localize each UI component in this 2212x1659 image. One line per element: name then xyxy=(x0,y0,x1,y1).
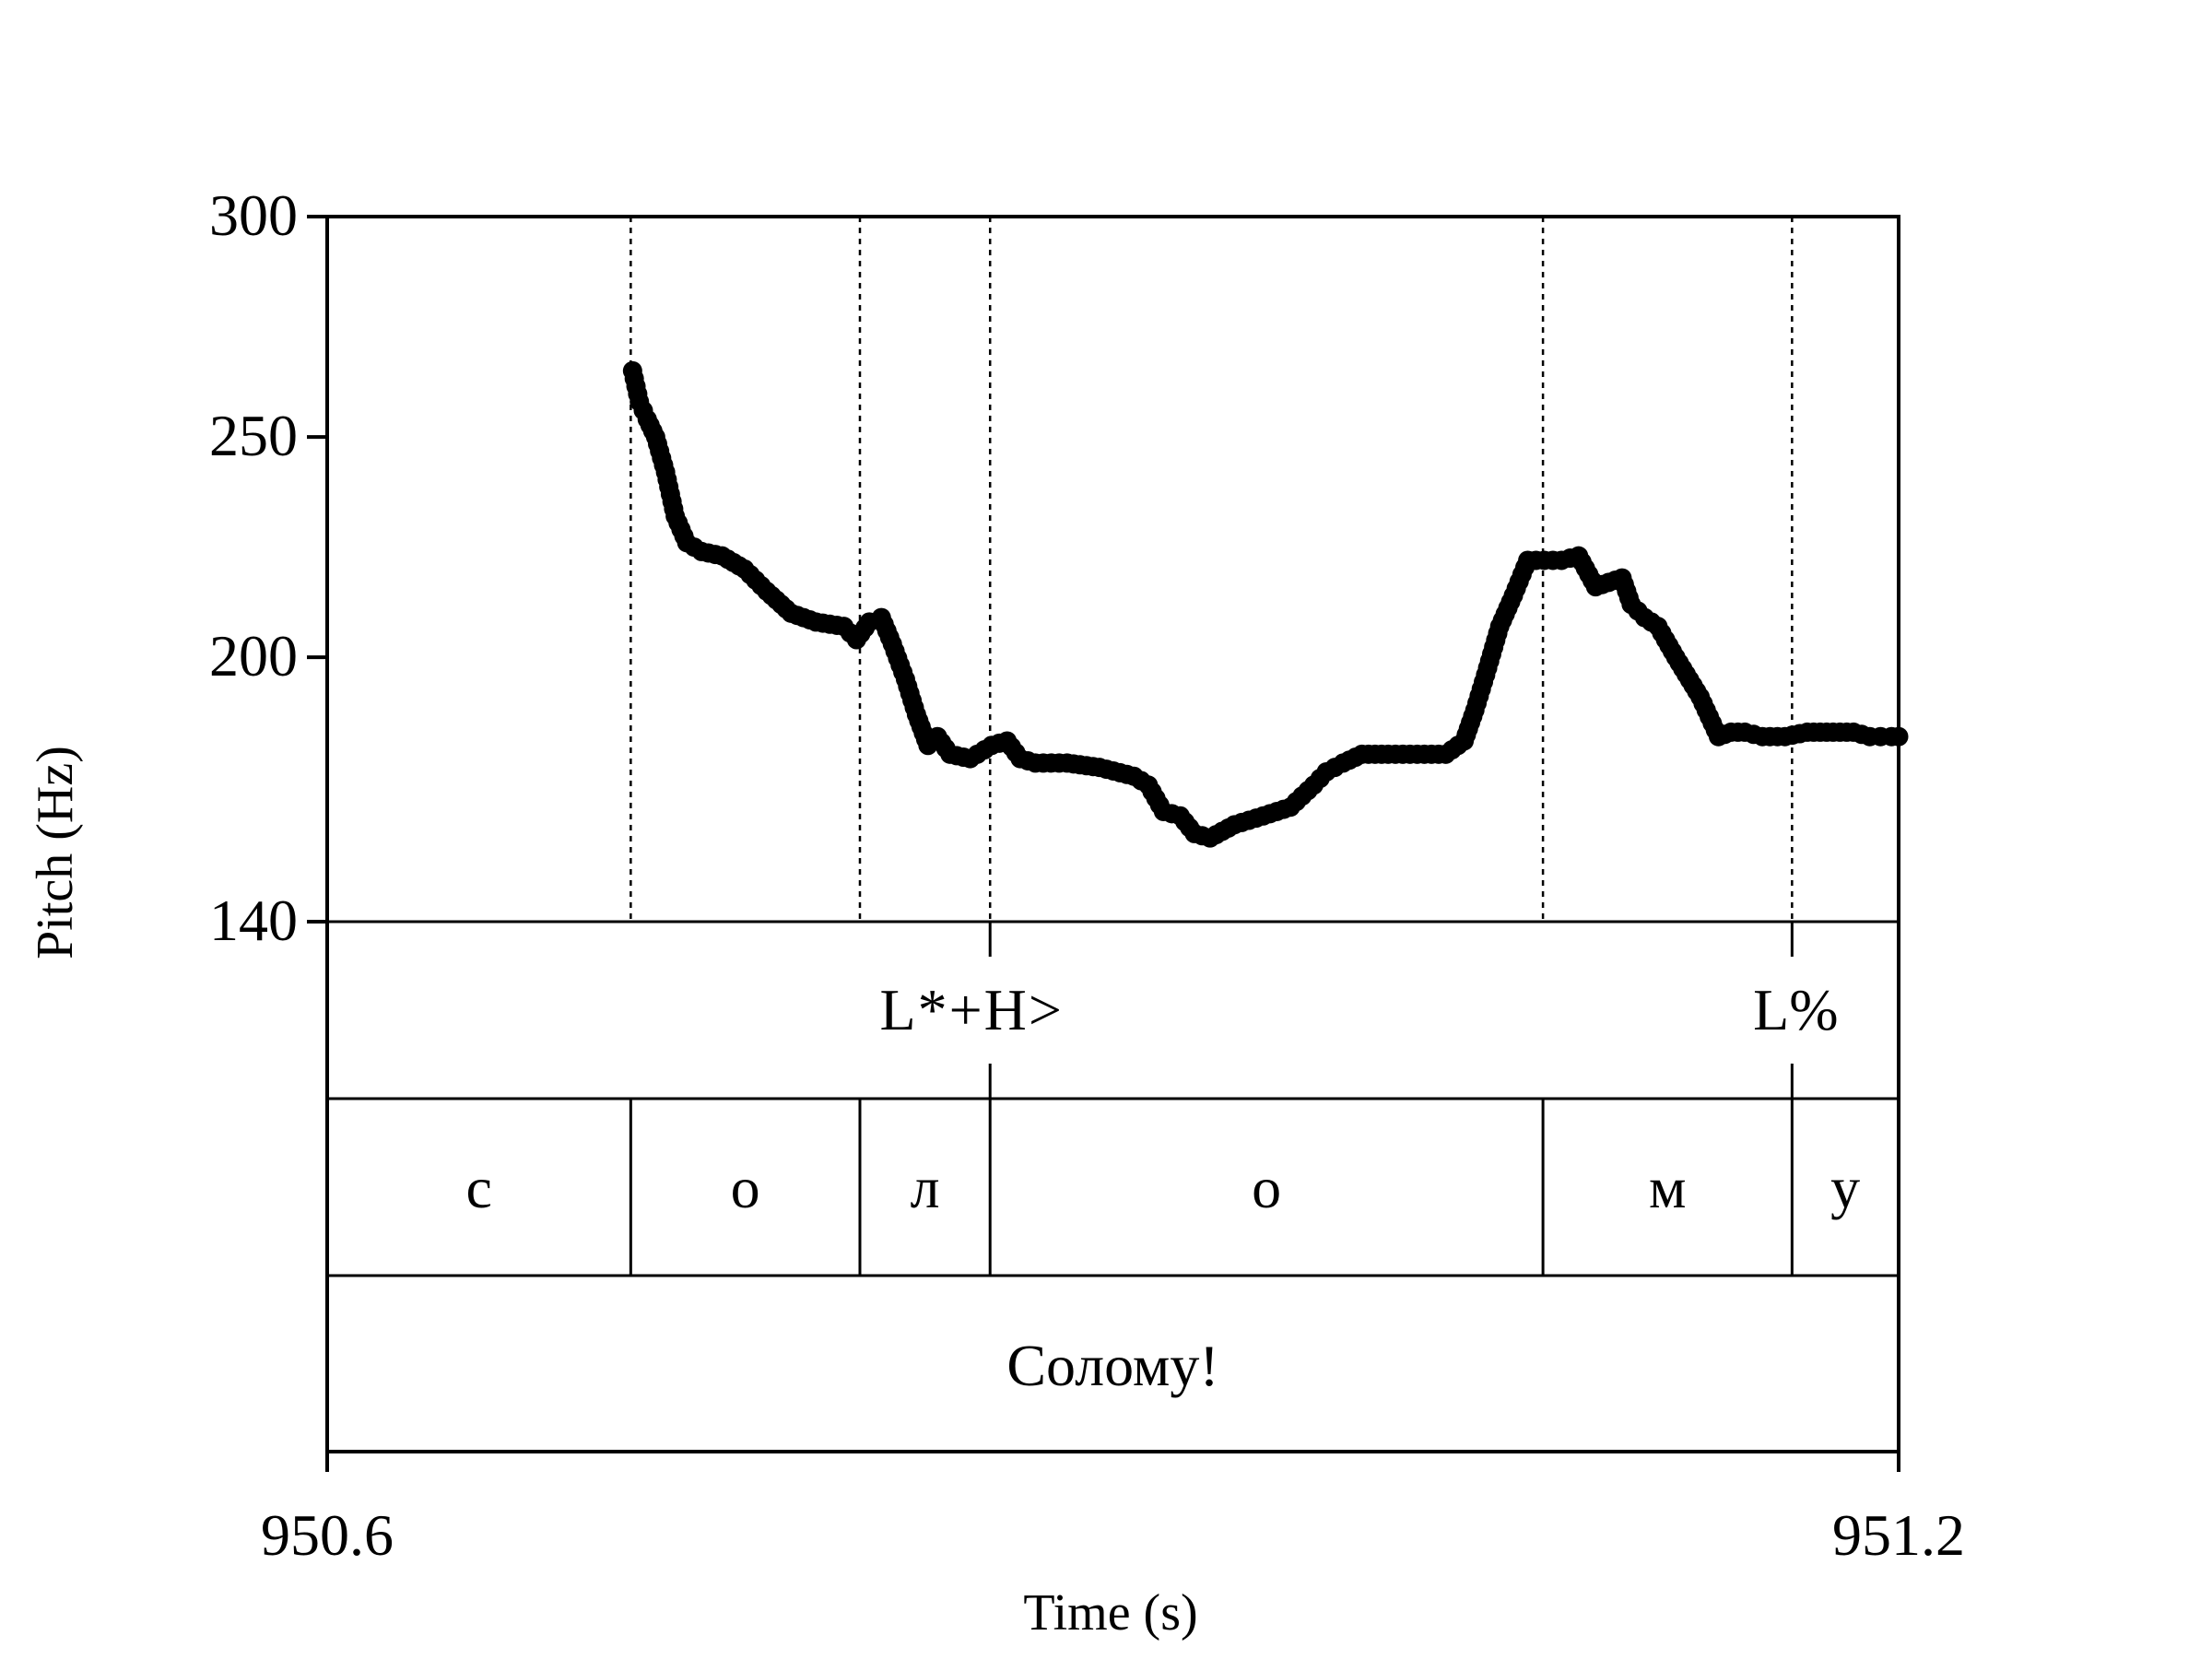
y-tick-label: 200 xyxy=(209,623,298,688)
word-label: Солому! xyxy=(1006,1333,1218,1398)
segment-boundary-lines xyxy=(629,217,1794,1276)
segment-label: л xyxy=(911,1155,940,1220)
x-axis-label: Time (s) xyxy=(1023,1584,1197,1641)
segment-label: м xyxy=(1649,1155,1687,1220)
y-tick-label: 140 xyxy=(209,888,298,953)
plot-frame xyxy=(325,215,1900,1453)
x-tick-label: 950.6 xyxy=(261,1502,394,1568)
segment-label: о xyxy=(731,1155,760,1220)
y-tick-label: 300 xyxy=(209,182,298,248)
tier-labels: L*+H> L% с о л о м у Солому! xyxy=(465,977,1860,1398)
y-axis-label: Pitch (Hz) xyxy=(27,746,84,959)
y-axis-ticks: 140 200 250 300 xyxy=(209,182,327,953)
tone-label: L% xyxy=(1753,977,1838,1042)
tone-label: L*+H> xyxy=(879,977,1064,1042)
segment-label: у xyxy=(1830,1155,1860,1220)
pitch-point xyxy=(1888,726,1909,747)
pitch-points xyxy=(622,360,1909,848)
segment-label: о xyxy=(1252,1155,1281,1220)
x-axis-ticks: 950.6 951.2 xyxy=(261,1452,1965,1568)
y-tick-label: 250 xyxy=(209,403,298,468)
segment-label: с xyxy=(465,1155,491,1220)
plot-border xyxy=(325,215,1900,1453)
x-tick-label: 951.2 xyxy=(1832,1502,1965,1568)
